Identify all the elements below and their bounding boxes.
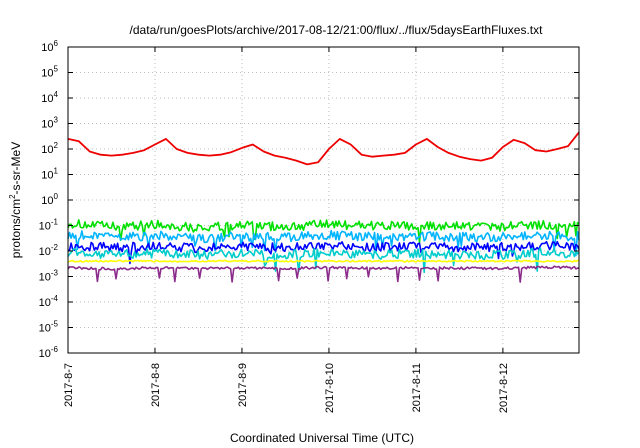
x-tick-label: 2017-8-9 bbox=[237, 363, 249, 407]
x-tick-label: 2017-8-11 bbox=[411, 363, 423, 412]
x-axis-ticks: 2017-8-7 2017-8-8 2017-8-9 2017-8-10 2017-8-… bbox=[63, 47, 510, 413]
y-tick-label: 10-2 bbox=[39, 243, 59, 258]
y-tick-label: 105 bbox=[41, 65, 58, 80]
series-line bbox=[67, 247, 580, 274]
x-tick-label: 2017-8-7 bbox=[63, 363, 75, 407]
x-tick-label: 2017-8-8 bbox=[150, 363, 162, 407]
series-line bbox=[67, 240, 580, 265]
x-tick-label: 2017-8-10 bbox=[324, 363, 336, 413]
series-line bbox=[67, 259, 579, 263]
y-axis-label: protons/cm2-s-sr-MeV bbox=[8, 142, 23, 258]
y-tick-label: 10-6 bbox=[39, 345, 59, 360]
x-tick-label: 2017-8-12 bbox=[498, 363, 510, 413]
grid bbox=[68, 47, 579, 353]
series-line bbox=[67, 229, 580, 257]
y-axis-ticks: 10-6 10-5 10-4 10-3 10-2 10-1 100 101 102 103 104 1… bbox=[39, 39, 579, 360]
y-tick-label: 103 bbox=[41, 116, 58, 131]
x-axis-label: Coordinated Universal Time (UTC) bbox=[230, 431, 414, 445]
y-tick-label: 10-4 bbox=[39, 294, 59, 309]
y-tick-label: 101 bbox=[41, 167, 58, 182]
y-tick-label: 10-3 bbox=[39, 269, 59, 284]
y-tick-label: 102 bbox=[41, 141, 58, 156]
series-line bbox=[67, 265, 580, 283]
series-line bbox=[67, 131, 580, 166]
y-tick-label: 100 bbox=[41, 192, 58, 207]
chart-title: /data/run/goesPlots/archive/2017-08-12/2… bbox=[130, 23, 544, 37]
series-line bbox=[67, 219, 580, 244]
y-tick-label: 106 bbox=[41, 39, 58, 54]
y-tick-label: 10-5 bbox=[39, 320, 59, 335]
y-tick-label: 104 bbox=[41, 90, 58, 105]
series-lines bbox=[67, 131, 580, 283]
y-tick-label: 10-1 bbox=[39, 218, 59, 233]
